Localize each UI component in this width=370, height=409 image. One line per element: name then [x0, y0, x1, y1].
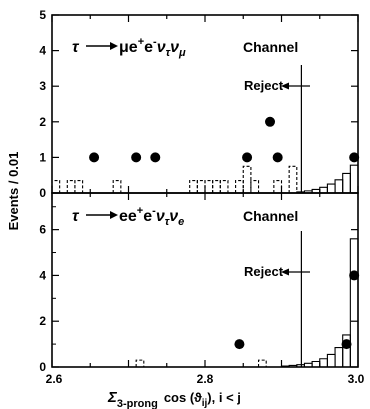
top-signal-bin-3	[319, 186, 328, 193]
xtick-label-0: 2.6	[46, 372, 63, 386]
bottom-title-rhs: ee+e-ντνe	[119, 205, 184, 228]
top-data-point-1	[131, 152, 142, 163]
top-bkg-bin-0	[51, 179, 61, 193]
top-data-point-5	[272, 152, 283, 163]
bottom-title-sub2: e	[178, 216, 184, 228]
xtick-label-1: 2.8	[197, 372, 214, 386]
bottom-data-point-2	[349, 270, 360, 281]
top-title-sub1: τ	[166, 47, 171, 59]
top-signal-bin-5	[334, 179, 344, 193]
top-panel-frame	[51, 14, 359, 194]
top-ytick-label-4: 4	[39, 44, 46, 58]
top-signal-bin-6	[342, 172, 351, 193]
top-bkg-bin-3	[112, 179, 122, 193]
bottom-bkg-bin-1	[258, 359, 267, 367]
bottom-title-lhs: τ	[72, 208, 80, 225]
top-title-mu-e: μe	[119, 39, 138, 56]
xtick-label-2: 3.0	[348, 372, 365, 386]
x-axis-label-sub2: ij	[202, 398, 208, 409]
bottom-title-nu2: ν	[169, 208, 178, 225]
top-ytick-label-0: 0	[39, 186, 46, 200]
top-bkg-bin-10	[242, 165, 252, 193]
bottom-reject-arrowhead	[281, 268, 289, 276]
top-title-nu2: ν	[170, 39, 179, 56]
top-reject-label: Reject	[244, 78, 284, 93]
bottom-title-arrowhead	[110, 211, 118, 219]
top-title-minus: -	[153, 36, 157, 48]
x-axis-label-main: cos (ϑ	[164, 390, 202, 405]
top-data-point-2	[150, 152, 161, 163]
top-data-point-0	[89, 152, 100, 163]
top-title-plus: +	[138, 36, 144, 48]
top-ytick-label-1: 1	[39, 150, 46, 164]
top-bkg-bin-13	[288, 165, 298, 193]
top-panel: 0 1 2 3 4 5	[39, 8, 360, 200]
bottom-ytick-label-3: 6	[39, 223, 46, 237]
top-bkg-bin-9	[235, 179, 244, 193]
top-data-point-4	[265, 116, 276, 127]
top-bkg-bin-8	[219, 179, 229, 193]
bottom-signal-bin-7	[334, 346, 344, 367]
top-title-rhs: μe+e-ντνμ	[119, 36, 186, 59]
top-data-point-6	[349, 152, 360, 163]
bottom-ytick-label-1: 2	[39, 314, 46, 328]
bottom-bkg-bin-0	[135, 359, 145, 367]
bottom-data-point-1	[341, 339, 352, 350]
bottom-reject-label: Reject	[244, 264, 284, 279]
x-axis-label-tail: ), i < j	[207, 390, 241, 405]
bottom-signal-bin-6	[326, 353, 336, 367]
top-bkg-bin-2	[74, 179, 84, 193]
bottom-data-point-0	[234, 339, 245, 350]
bottom-panel: 0 2 4 6	[39, 193, 360, 374]
top-bkg-bin-7	[212, 179, 221, 193]
bottom-ytick-label-0: 0	[39, 360, 46, 374]
bottom-title-sub1: τ	[165, 216, 170, 228]
bottom-title-minus: -	[152, 205, 156, 217]
top-data-point-3	[242, 152, 253, 163]
bottom-signal-bin-9	[349, 238, 359, 367]
bottom-panel-frame	[51, 192, 359, 368]
top-bkg-bin-6	[204, 179, 214, 193]
y-axis-label: Events / 0.01	[6, 152, 21, 231]
bottom-title-plus: +	[137, 205, 143, 217]
top-title-nu1: ν	[157, 39, 166, 56]
top-channel-label: Channel	[243, 39, 298, 55]
bottom-title-e2: e	[143, 208, 152, 225]
bottom-channel-label: Channel	[243, 208, 298, 224]
top-signal-bin-4	[326, 183, 336, 193]
top-title-arrowhead	[110, 42, 118, 50]
top-ytick-label-3: 3	[39, 79, 46, 93]
top-reject-arrowhead	[281, 82, 289, 90]
top-signal-bin-7	[349, 164, 359, 193]
bottom-signal-bin-5	[319, 358, 328, 367]
top-bkg-bin-5	[196, 179, 206, 193]
bottom-title-ee: ee	[119, 208, 137, 225]
bottom-title-nu1: ν	[156, 208, 165, 225]
top-ytick-label-2: 2	[39, 115, 46, 129]
top-bkg-bin-11	[250, 179, 260, 193]
top-bkg-bin-12	[273, 179, 283, 193]
top-title-sub2: μ	[178, 47, 186, 59]
x-axis-label-sigma: Σ	[107, 389, 118, 406]
x-axis-label-sub: 3-prong	[117, 398, 158, 409]
top-bkg-bin-4	[189, 179, 198, 193]
top-ytick-label-5: 5	[39, 8, 46, 22]
bottom-ytick-label-2: 4	[39, 268, 46, 282]
bottom-signal-bin-4	[311, 360, 321, 367]
top-bkg-bin-1	[66, 179, 76, 193]
top-title-lhs: τ	[72, 39, 80, 56]
x-axis-label: Σ3-prong cos (ϑij), i < j	[107, 389, 241, 409]
top-title-e2: e	[144, 39, 153, 56]
